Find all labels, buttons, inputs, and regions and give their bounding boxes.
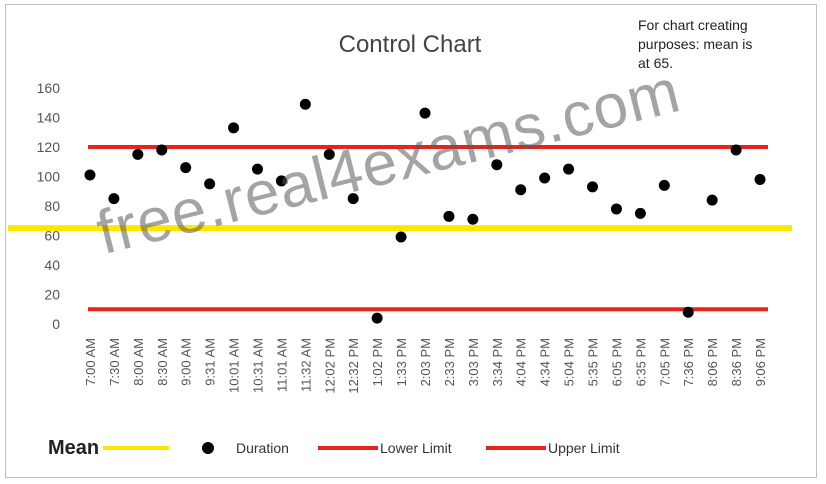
legend-duration-swatch: [202, 442, 214, 454]
x-tick-label: 3:34 PM: [490, 338, 505, 386]
x-tick-label: 7:30 AM: [107, 338, 122, 386]
chart-note-line-2: purposes: mean is: [638, 36, 753, 52]
duration-point: [515, 184, 527, 196]
x-tick-label: 7:36 PM: [681, 338, 696, 386]
duration-point: [563, 163, 575, 175]
x-tick-label: 5:35 PM: [586, 338, 601, 386]
duration-point: [634, 207, 646, 219]
legend-mean-label: Mean: [48, 436, 100, 459]
x-tick-label: 9:06 PM: [753, 338, 768, 386]
y-tick-label: 160: [37, 80, 61, 96]
legend-upper-swatch: [486, 446, 546, 450]
legend-upper-label: Upper Limit: [548, 440, 620, 456]
legend-lower: Lower Limit: [318, 434, 452, 462]
y-tick-label: 100: [37, 169, 61, 185]
legend-lower-label: Lower Limit: [380, 440, 452, 456]
y-tick-label: 140: [37, 110, 61, 126]
legend-duration: Duration: [202, 434, 289, 462]
legend-lower-swatch: [318, 446, 378, 450]
duration-point: [706, 194, 718, 206]
duration-point: [323, 148, 335, 160]
x-tick-label: 1:33 PM: [394, 338, 409, 386]
duration-point: [156, 144, 168, 156]
y-tick-label: 120: [37, 139, 61, 155]
x-tick-label: 9:00 AM: [179, 338, 194, 386]
y-tick-label: 60: [44, 228, 60, 244]
reference-lines: [8, 145, 792, 312]
duration-point: [443, 210, 455, 222]
y-tick-label: 80: [44, 198, 60, 214]
chart-legend: Mean Duration Lower Limit Upper Limit: [48, 434, 808, 462]
x-tick-label: 11:01 AM: [274, 338, 289, 392]
chart-note-line-1: For chart creating: [638, 17, 748, 33]
duration-point: [204, 178, 216, 190]
duration-point: [491, 159, 503, 171]
duration-point: [108, 193, 120, 205]
chart-note: For chart creating purposes: mean is at …: [638, 16, 808, 73]
x-tick-label: 12:02 PM: [322, 338, 337, 394]
duration-point: [299, 98, 311, 110]
x-tick-label: 6:35 PM: [633, 338, 648, 386]
x-tick-label: 7:00 AM: [83, 338, 98, 386]
duration-point: [180, 162, 192, 174]
duration-point: [587, 181, 599, 193]
x-tick-label: 2:03 PM: [418, 338, 433, 386]
duration-point: [682, 306, 694, 318]
legend-upper: Upper Limit: [486, 434, 620, 462]
x-tick-label: 8:00 AM: [131, 338, 146, 386]
y-axis: 0 20 40 60 80 100 120 140 160: [37, 80, 61, 332]
x-tick-label: 4:04 PM: [514, 338, 529, 386]
legend-mean: Mean: [48, 434, 170, 462]
x-tick-label: 3:03 PM: [466, 338, 481, 386]
x-tick-label: 10:01 AM: [227, 338, 242, 393]
y-tick-label: 40: [44, 257, 60, 273]
x-tick-label: 10:31 AM: [250, 338, 265, 393]
x-tick-label: 6:05 PM: [609, 338, 624, 386]
duration-point: [658, 179, 670, 191]
duration-point: [132, 148, 144, 160]
legend-duration-label: Duration: [236, 440, 289, 456]
chart-note-line-3: at 65.: [638, 55, 674, 71]
x-tick-label: 2:33 PM: [442, 338, 457, 386]
legend-mean-swatch: [103, 446, 170, 450]
x-tick-label: 11:32 AM: [298, 338, 313, 392]
duration-point: [371, 312, 383, 324]
duration-point: [754, 173, 766, 185]
duration-point: [251, 163, 263, 175]
x-tick-label: 12:32 PM: [346, 338, 361, 394]
x-axis: 7:00 AM 7:30 AM 8:00 AM 8:30 AM 9:00 AM 9:31 …: [83, 338, 768, 394]
x-tick-label: 5:04 PM: [562, 338, 577, 386]
x-tick-label: 8:36 PM: [729, 338, 744, 386]
duration-point: [467, 213, 479, 225]
duration-point: [419, 107, 431, 119]
chart-frame: [5, 4, 817, 478]
x-tick-label: 7:05 PM: [657, 338, 672, 386]
x-tick-label: 9:31 AM: [203, 338, 218, 386]
x-tick-label: 1:02 PM: [370, 338, 385, 386]
duration-point: [84, 169, 96, 181]
x-tick-label: 8:06 PM: [705, 338, 720, 386]
duration-point: [539, 172, 551, 184]
x-tick-label: 4:34 PM: [538, 338, 553, 386]
duration-point: [275, 175, 287, 187]
duration-point: [610, 203, 622, 215]
duration-point: [347, 193, 359, 205]
y-tick-label: 0: [52, 316, 60, 332]
duration-point: [395, 231, 407, 243]
data-points: [84, 98, 766, 324]
duration-point: [730, 144, 742, 156]
x-tick-label: 8:30 AM: [155, 338, 170, 386]
duration-point: [228, 122, 240, 134]
chart-title: Control Chart: [339, 31, 482, 58]
y-tick-label: 20: [44, 287, 60, 303]
